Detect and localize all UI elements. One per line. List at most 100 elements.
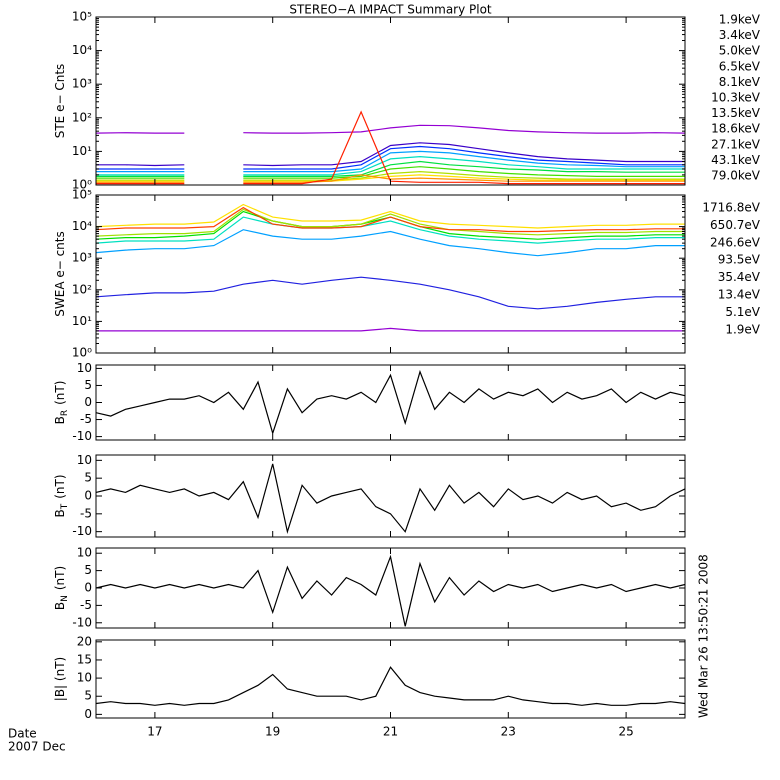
y-label-sub: N <box>60 595 70 602</box>
legend-entry: 27.1keV <box>711 137 761 151</box>
data-line <box>96 155 685 176</box>
y-axis-label: |B| (nT) <box>53 657 67 701</box>
y-tick-label: 0 <box>84 489 92 503</box>
y-tick-label: 10⁵ <box>72 10 92 24</box>
x-axis-label: Date <box>8 727 37 741</box>
y-tick-label: 10³ <box>72 251 92 265</box>
y-tick-label: 10³ <box>72 77 92 91</box>
data-line <box>95 554 686 627</box>
legend-entry: 18.6keV <box>711 122 761 136</box>
data-line <box>95 229 685 257</box>
x-tick-label: 19 <box>265 725 280 739</box>
x-tick-label: 23 <box>501 725 516 739</box>
y-label-unit: (nT) <box>53 474 67 498</box>
legend-entry: 1.9keV <box>719 13 761 27</box>
y-axis-label: STE e− Cnts <box>53 64 67 139</box>
y-label-main: STE e− Cnts <box>53 64 67 139</box>
data-line <box>96 110 685 185</box>
y-label-main: SWEA e− cnts <box>53 231 67 317</box>
legend-entry: 79.0keV <box>711 169 761 183</box>
data-line <box>95 203 685 229</box>
legend-entry: 650.7eV <box>710 218 761 232</box>
y-tick-label: 20 <box>77 634 92 648</box>
y-tick-label: 10 <box>77 361 92 375</box>
y-tick-label: -10 <box>72 524 92 538</box>
data-line <box>96 327 685 332</box>
y-axis-label: BT (nT) <box>53 474 70 517</box>
y-tick-label: 10 <box>77 546 92 560</box>
x-tick-label: 17 <box>147 725 162 739</box>
y-label-sub: R <box>60 410 70 416</box>
legend-entry: 43.1keV <box>711 153 761 167</box>
data-line <box>96 150 685 173</box>
y-tick-label: 10¹ <box>72 144 92 158</box>
data-line <box>95 124 686 134</box>
legend-entry: 3.4keV <box>719 28 761 42</box>
legend-entry: 1.9eV <box>725 322 760 336</box>
y-label-unit: (nT) <box>53 566 67 590</box>
y-axis-label: SWEA e− cnts <box>53 231 67 317</box>
y-label-unit: (nT) <box>53 381 67 405</box>
y-tick-label: 5 <box>84 378 92 392</box>
data-line <box>96 166 685 179</box>
y-tick-label: 10² <box>72 110 92 124</box>
data-line <box>95 463 686 535</box>
legend-entry: 246.6eV <box>710 235 761 249</box>
data-line <box>96 170 685 181</box>
legend-entry: 5.1eV <box>725 305 760 319</box>
legend-entry: 8.1keV <box>719 75 761 89</box>
y-tick-label: 15 <box>77 652 92 666</box>
y-label-main: |B| (nT) <box>53 657 67 701</box>
y-label-sub: T <box>60 503 70 510</box>
y-tick-label: 10⁰ <box>72 346 92 360</box>
legend-entry: 35.4eV <box>718 270 761 284</box>
y-tick-label: 5 <box>84 563 92 577</box>
data-line <box>95 666 686 706</box>
data-line <box>96 145 685 170</box>
y-tick-label: -5 <box>80 506 92 520</box>
x-axis-sublabel: 2007 Dec <box>8 740 66 754</box>
y-tick-label: 5 <box>84 471 92 485</box>
y-tick-label: 0 <box>84 395 92 409</box>
legend-entry: 6.5keV <box>719 59 761 73</box>
y-tick-label: 10² <box>72 282 92 296</box>
y-tick-label: 10⁴ <box>72 43 92 57</box>
y-tick-label: 10⁵ <box>72 188 92 202</box>
y-tick-label: 10 <box>77 671 92 685</box>
y-label-main: B <box>53 416 67 424</box>
x-tick-label: 25 <box>618 725 633 739</box>
chart-title: STEREO−A IMPACT Summary Plot <box>289 3 492 17</box>
y-tick-label: 0 <box>84 581 92 595</box>
data-line <box>96 160 685 177</box>
y-tick-label: 0 <box>84 707 92 721</box>
y-tick-label: 5 <box>84 689 92 703</box>
data-line <box>95 369 686 436</box>
panel-frame <box>95 639 686 719</box>
data-line <box>95 276 685 310</box>
y-tick-label: -10 <box>72 429 92 443</box>
y-tick-label: 10 <box>77 453 92 467</box>
y-label-main: B <box>53 509 67 517</box>
y-label-main: B <box>53 602 67 610</box>
data-line <box>95 208 685 237</box>
y-axis-label: BN (nT) <box>53 566 70 610</box>
x-tick-label: 21 <box>383 725 398 739</box>
y-axis-label: BR (nT) <box>53 381 70 425</box>
legend-entry: 93.5eV <box>718 253 761 267</box>
data-line <box>96 142 685 167</box>
y-tick-label: 10⁴ <box>72 219 92 233</box>
y-tick-label: -5 <box>80 598 92 612</box>
legend-entry: 13.4eV <box>718 288 761 302</box>
y-tick-label: 10⁰ <box>72 178 92 192</box>
y-tick-label: -10 <box>72 615 92 629</box>
y-tick-label: 10¹ <box>72 314 92 328</box>
legend-entry: 13.5keV <box>711 106 761 120</box>
legend-entry: 1716.8eV <box>702 201 760 215</box>
panel-frame <box>95 194 686 354</box>
y-tick-label: -5 <box>80 412 92 426</box>
timestamp: Wed Mar 26 13:50:21 2008 <box>697 554 711 718</box>
data-line <box>95 206 685 233</box>
data-line <box>95 216 685 244</box>
legend-entry: 10.3keV <box>711 91 761 105</box>
